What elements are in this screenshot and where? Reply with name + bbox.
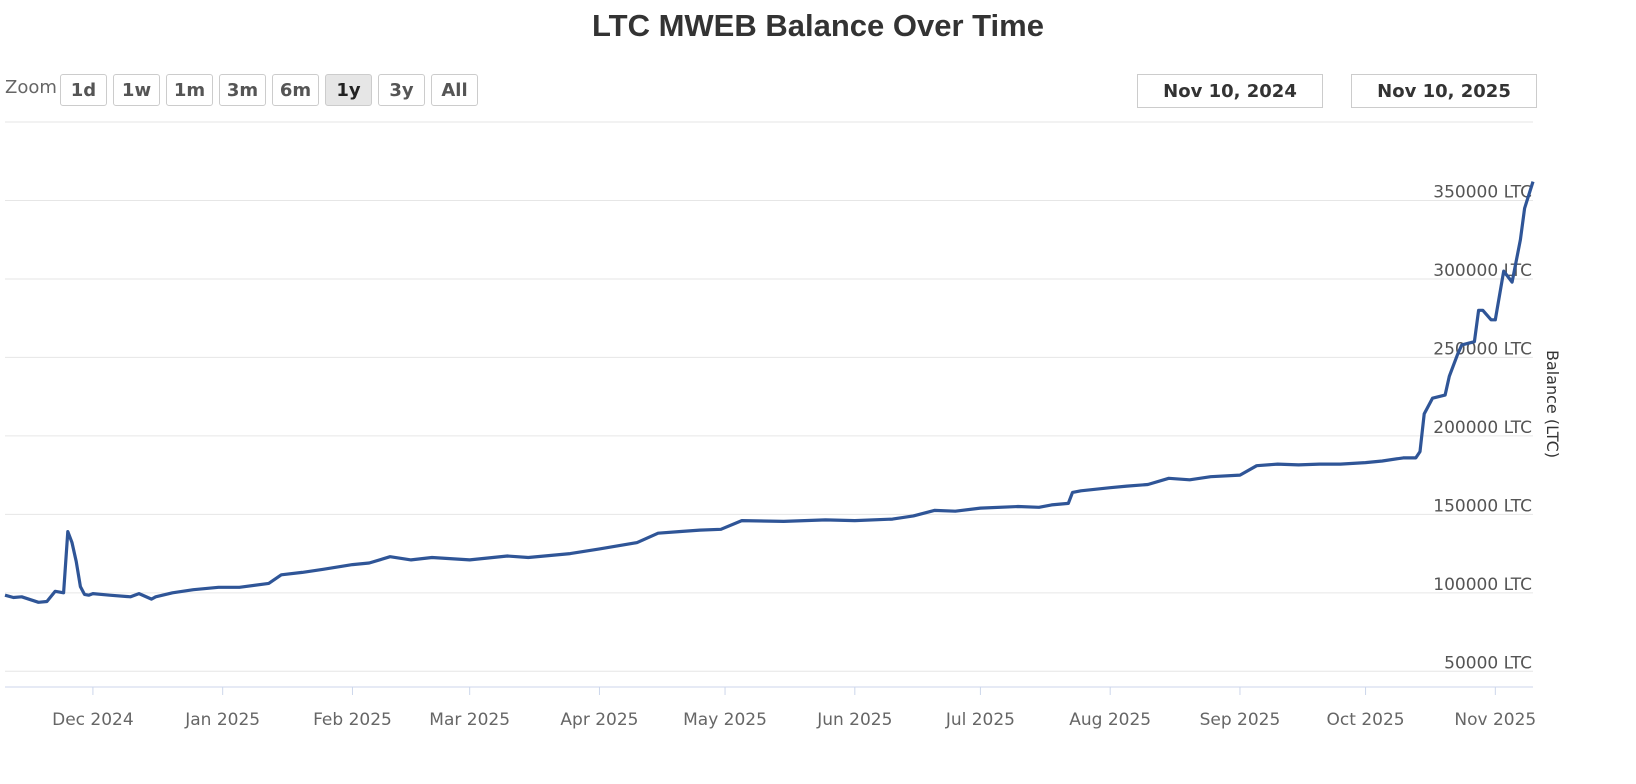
y-tick-label: 350000 LTC [1433, 182, 1532, 202]
x-tick-label: May 2025 [683, 710, 767, 730]
zoom-6m-button[interactable]: 6m [272, 74, 319, 106]
series-line [4, 181, 1535, 604]
range-to-input[interactable]: Nov 10, 2025 [1351, 74, 1537, 108]
x-tick-label: Dec 2024 [52, 710, 134, 730]
x-tick-label: Mar 2025 [429, 710, 510, 730]
y-tick-label: 50000 LTC [1444, 653, 1532, 673]
x-tick-label: Jun 2025 [816, 710, 892, 730]
x-tick-label: Feb 2025 [313, 710, 392, 730]
x-tick-label: Sep 2025 [1200, 710, 1281, 730]
zoom-1d-button[interactable]: 1d [60, 74, 107, 106]
y-tick-label: 100000 LTC [1433, 575, 1532, 595]
y-axis-title: Balance (LTC) [1543, 350, 1562, 458]
zoom-1y-button[interactable]: 1y [325, 74, 372, 106]
zoom-1w-button[interactable]: 1w [113, 74, 160, 106]
grid-lines [5, 121, 1533, 672]
x-tick-label: Nov 2025 [1454, 710, 1536, 730]
y-tick-label: 200000 LTC [1433, 418, 1532, 438]
chart-title: LTC MWEB Balance Over Time [592, 8, 1044, 43]
x-tick-label: Oct 2025 [1327, 710, 1405, 730]
zoom-label: Zoom [5, 77, 57, 98]
x-tick-label: Aug 2025 [1069, 710, 1151, 730]
zoom-3m-button[interactable]: 3m [219, 74, 266, 106]
y-tick-label: 250000 LTC [1433, 339, 1532, 359]
x-tick-label: Apr 2025 [560, 710, 638, 730]
zoom-1m-button[interactable]: 1m [166, 74, 213, 106]
zoom-all-button[interactable]: All [431, 74, 478, 106]
zoom-3y-button[interactable]: 3y [378, 74, 425, 106]
range-from-input[interactable]: Nov 10, 2024 [1137, 74, 1323, 108]
x-tick-label: Jul 2025 [945, 710, 1015, 730]
x-axis-ticks: Dec 2024 Jan 2025 Feb 2025 Mar 2025 Apr 2025… [5, 686, 1536, 730]
y-tick-label: 150000 LTC [1433, 496, 1532, 516]
x-tick-label: Jan 2025 [184, 710, 260, 730]
